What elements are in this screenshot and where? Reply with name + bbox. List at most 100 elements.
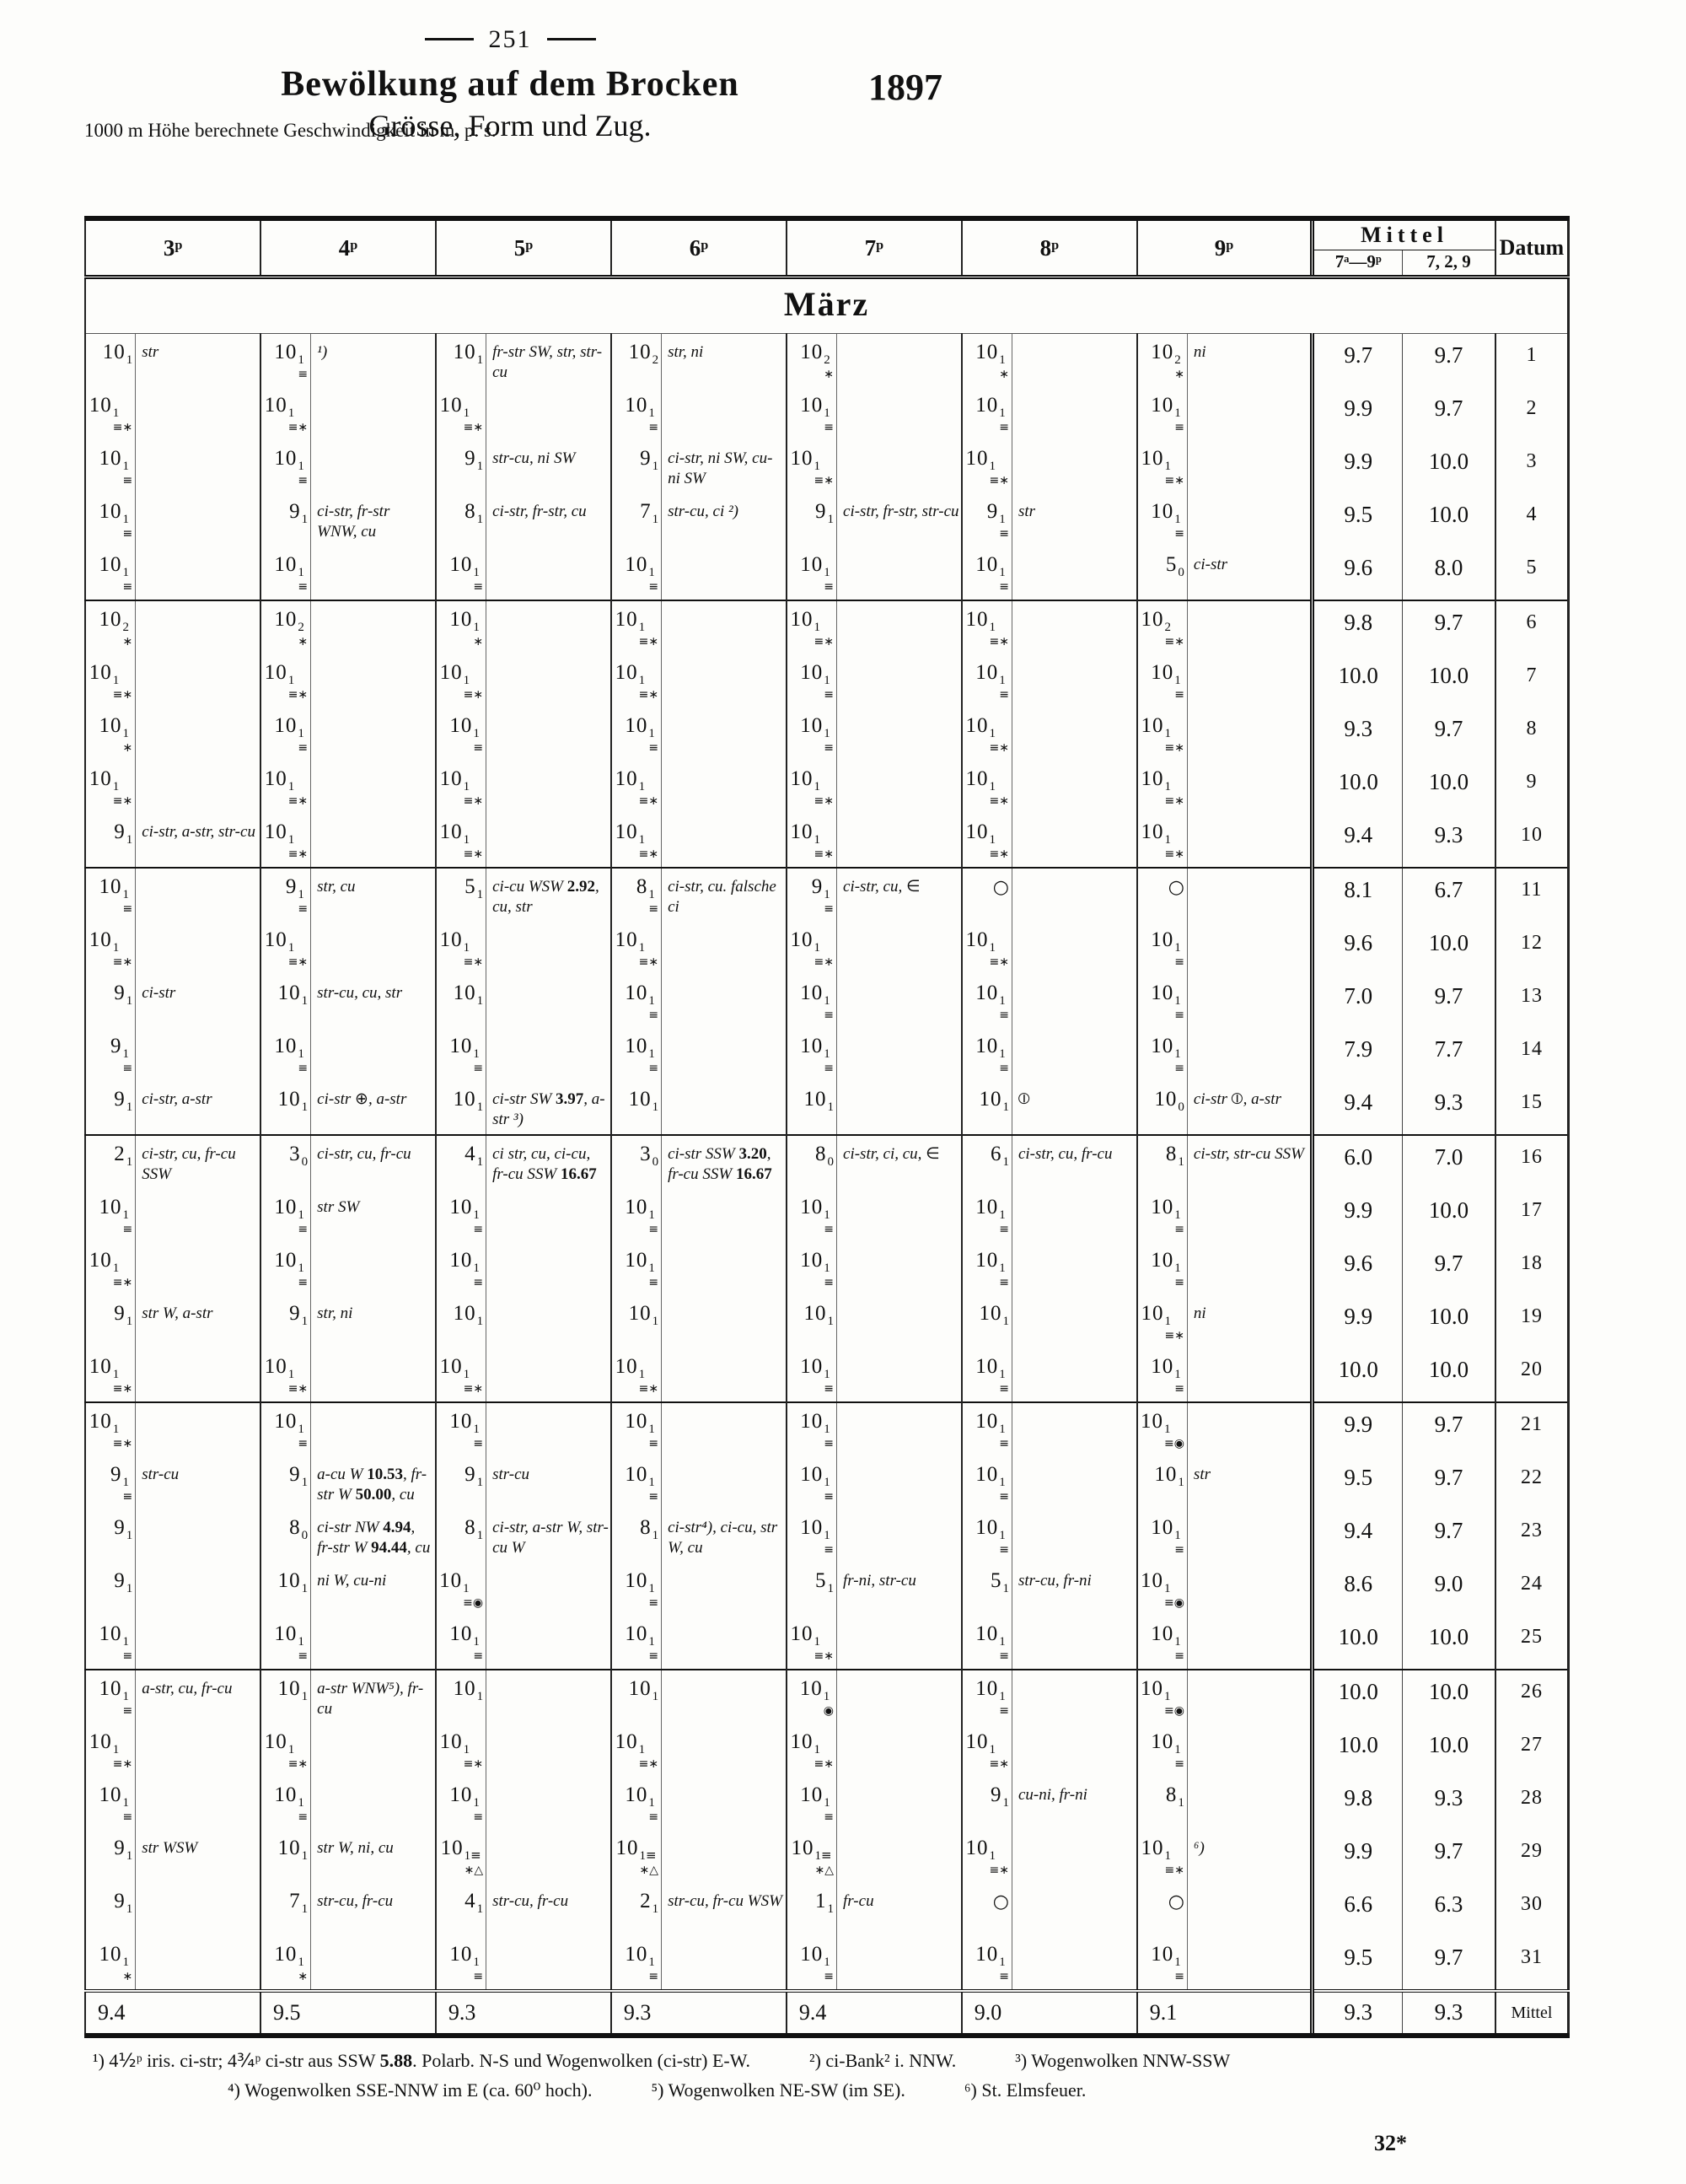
note-cell: ⁶)	[1186, 1830, 1313, 1883]
value-cell: 9 1 ≡	[110, 1035, 133, 1075]
note-cell	[836, 1616, 962, 1670]
note-cell	[486, 654, 611, 707]
value-cell: 10 1 ≡	[259, 1189, 311, 1242]
mean-729-cell: 8.0	[1402, 546, 1495, 600]
value-cell: 10 1 ≡	[99, 1783, 133, 1824]
date-cell: 20	[1494, 1348, 1569, 1402]
column-mean-cell: 9.4	[785, 1989, 962, 2036]
dash-left	[424, 37, 474, 40]
mean-7a9p-cell: 9.5	[1310, 1456, 1403, 1509]
note-cell	[1011, 1509, 1137, 1563]
note-cell	[1186, 975, 1313, 1028]
value-cell: 10 1 ≡	[609, 1401, 662, 1456]
value-cell: 10 1 ≡	[960, 1028, 1012, 1081]
value-cell: 10 1 ≡∗	[85, 1401, 136, 1456]
note-cell	[1011, 440, 1137, 493]
note-cell	[486, 707, 611, 761]
note-cell	[310, 814, 436, 868]
note-cell	[1011, 333, 1137, 387]
value-cell: 10 1 ∗	[960, 333, 1012, 387]
value-cell: 10 1 ≡	[1136, 975, 1188, 1028]
value-cell: 10 1 ≡∗	[609, 600, 662, 654]
note-cell: ci-str SSW 3.20, fr-cu SSW 16.67	[661, 1134, 787, 1189]
value-cell: 10 1 ≡	[960, 387, 1012, 440]
note-cell: ci-str, fr-str, str-cu	[836, 493, 962, 546]
note-cell	[836, 1724, 962, 1777]
note-cell	[486, 1724, 611, 1777]
value-cell: 10 1 ≡∗	[609, 814, 662, 868]
year-label: 1897	[868, 67, 942, 108]
note-cell: ci-str, cu, fr-cu	[310, 1134, 436, 1189]
note-cell	[836, 654, 962, 707]
column-mean-cell: 9.0	[960, 1989, 1137, 2036]
note-cell	[310, 1777, 436, 1830]
mean-7a9p-cell: 9.9	[1310, 387, 1403, 440]
mean-729-cell: 9.7	[1402, 1936, 1495, 1991]
value-cell: 10 1 ≡	[434, 546, 486, 600]
value-cell: 10 1 ≡	[960, 654, 1012, 707]
date-cell: 2	[1494, 387, 1569, 440]
note-cell: fr-ni, str-cu	[836, 1563, 962, 1616]
value-cell: 10 1 ≡	[434, 1936, 486, 1991]
value-cell: 10 1 ≡	[259, 1242, 311, 1295]
note-cell	[836, 1830, 962, 1883]
note-cell	[1011, 1401, 1137, 1456]
day-row: 9 1 7 1 str-cu, fr-cu 4 1 str-cu, fr-cu 2 1 str-cu…	[85, 1883, 1569, 1936]
date-cell: 29	[1494, 1830, 1569, 1883]
value-cell: 10 1 ≡∗	[1136, 440, 1188, 493]
note-cell: ci-str, fr-str, cu	[486, 493, 611, 546]
note-cell	[1186, 440, 1313, 493]
value-cell: 10 1 ≡∗	[785, 814, 837, 868]
note-cell	[310, 387, 436, 440]
value-cell: 10 1 ≡	[259, 1616, 311, 1670]
clear-sky-symbol: ○	[1168, 877, 1184, 898]
page-subtitle: Grösse, Form und Zug.	[368, 109, 652, 143]
date-cell: 25	[1494, 1616, 1569, 1670]
value-cell: 10 1 ≡	[99, 553, 133, 594]
day-row: 9 1 8 0 ci-str NW 4.94, fr-str W 94.44, cu 8 1…	[85, 1509, 1569, 1563]
date-cell: 14	[1494, 1028, 1569, 1081]
value-cell: 10 2 ≡∗	[1136, 600, 1188, 654]
value-cell: 10 1 ≡	[609, 707, 662, 761]
note-cell	[1186, 1777, 1313, 1830]
day-row: 9 1 ≡ 10 1 ≡ 10 1 ≡ 10 1 ≡ 10 1 ≡ 10 1 ≡ 10 1 ≡ 7.9 7.7 14	[85, 1028, 1569, 1081]
note-cell: str W, a-str	[135, 1295, 260, 1348]
day-row: 10 1 ≡∗ 10 1 ≡∗ 10 1 ≡∗ 10 1 ≡∗ 10 1 ≡∗ 10 1 ≡∗ 10 1 ≡ 10.0 10…	[85, 1724, 1569, 1777]
note-cell	[661, 1189, 787, 1242]
note-cell: str W, ni, cu	[310, 1830, 436, 1883]
note-cell	[310, 761, 436, 814]
note-cell	[661, 1242, 787, 1295]
value-cell: 8 1 ≡	[609, 867, 662, 922]
value-cell: 10 1 ≡∗	[960, 761, 1012, 814]
note-cell	[1186, 1401, 1313, 1456]
date-cell: 10	[1494, 814, 1569, 868]
column-header-hour: 3ᵖ	[84, 218, 260, 279]
mean-7a9p-cell: 10.0	[1310, 1348, 1403, 1402]
note-cell: str	[135, 333, 260, 387]
note-cell	[486, 1777, 611, 1830]
mittel-subheader-7a9p: 7ᵃ—9ᵖ	[1310, 250, 1403, 279]
mean-7a9p-cell: 9.4	[1310, 814, 1403, 868]
value-cell: ○	[1136, 867, 1188, 922]
observation-table-wrap: 3ᵖ 4ᵖ 5ᵖ 6ᵖ 7ᵖ 8ᵖ 9ᵖ Mittel Datum 7ᵃ—9ᵖ 7, 2, 9 Mär…	[84, 216, 1570, 2038]
note-cell	[661, 1936, 787, 1991]
mean-729-cell: 9.7	[1402, 1830, 1495, 1883]
mean-7a9p-cell: 9.9	[1310, 1830, 1403, 1883]
date-cell: 19	[1494, 1295, 1569, 1348]
value-cell: 10 1 ≡	[1136, 1189, 1188, 1242]
note-cell	[486, 1401, 611, 1456]
note-cell	[310, 1724, 436, 1777]
note-cell	[135, 1509, 260, 1563]
note-cell	[1186, 387, 1313, 440]
note-cell: ⦶	[1011, 1081, 1137, 1135]
note-cell	[135, 1189, 260, 1242]
note-cell	[836, 1028, 962, 1081]
day-row: 10 1 ≡∗ 10 1 ≡ 10 1 ≡ 10 1 ≡ 10 1 ≡ 10 1 ≡ 10 1 ≡◉ 9.9 9.7 21	[85, 1401, 1569, 1456]
note-cell	[486, 1616, 611, 1670]
